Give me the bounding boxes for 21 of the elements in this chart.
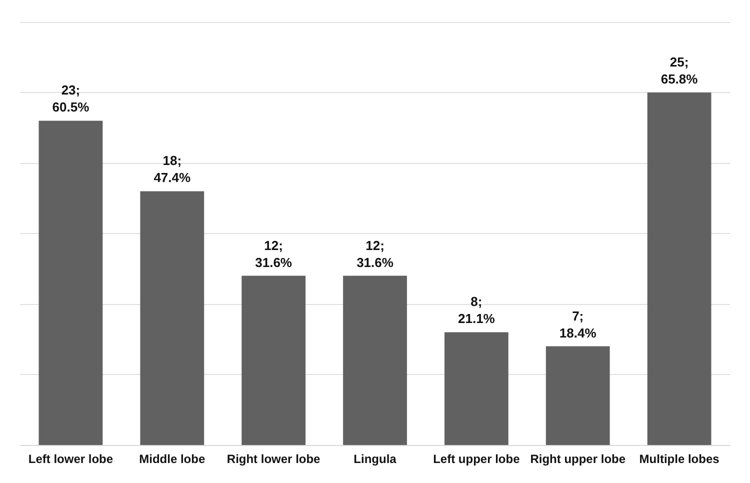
data-label: 8; 21.1% (458, 294, 496, 326)
bar (343, 276, 407, 445)
x-tick-label: Multiple lobes (639, 452, 720, 466)
x-tick-label: Right lower lobe (226, 452, 321, 466)
bar (38, 120, 103, 445)
x-tick-label: Right upper lobe (530, 452, 626, 466)
bar (546, 346, 610, 445)
data-label: 18; 47.4% (154, 153, 192, 186)
bar (140, 191, 204, 445)
x-tick-label: Middle lobe (139, 452, 206, 466)
data-label: 7; 18.4% (559, 308, 597, 340)
data-label: 25; 65.8% (660, 54, 698, 86)
x-tick-label: Lingula (354, 452, 397, 466)
x-tick-label: Left upper lobe (433, 452, 520, 466)
data-label: 12; 31.6% (255, 238, 292, 270)
data-label: 12; 31.6% (356, 238, 394, 270)
bar (444, 332, 508, 445)
bar (647, 92, 712, 445)
data-label: 23; 60.5% (52, 82, 90, 115)
x-tick-label: Left lower lobe (28, 452, 114, 466)
bar (242, 276, 306, 445)
